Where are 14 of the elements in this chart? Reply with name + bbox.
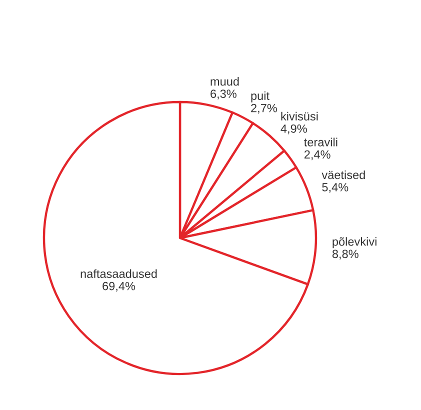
data-label: 6,3%	[210, 90, 236, 100]
slice-label: naftasaadused	[80, 269, 157, 278]
slice-label: kivisüsi	[281, 112, 318, 121]
slice-label: väetised	[322, 170, 365, 180]
data-label: 4,9%	[280, 124, 307, 134]
slice-label: puit	[251, 91, 270, 102]
slice-label: põlevkivi	[332, 237, 376, 248]
data-label: 8,8%	[332, 250, 358, 260]
data-label: 2,7%	[251, 104, 277, 114]
slice-label: teravili	[304, 138, 338, 146]
slice-label: muud	[210, 77, 239, 86]
data-label: 2,4%	[304, 150, 330, 160]
data-label: 5,4%	[322, 183, 348, 193]
data-label: 69,4%	[102, 282, 136, 292]
